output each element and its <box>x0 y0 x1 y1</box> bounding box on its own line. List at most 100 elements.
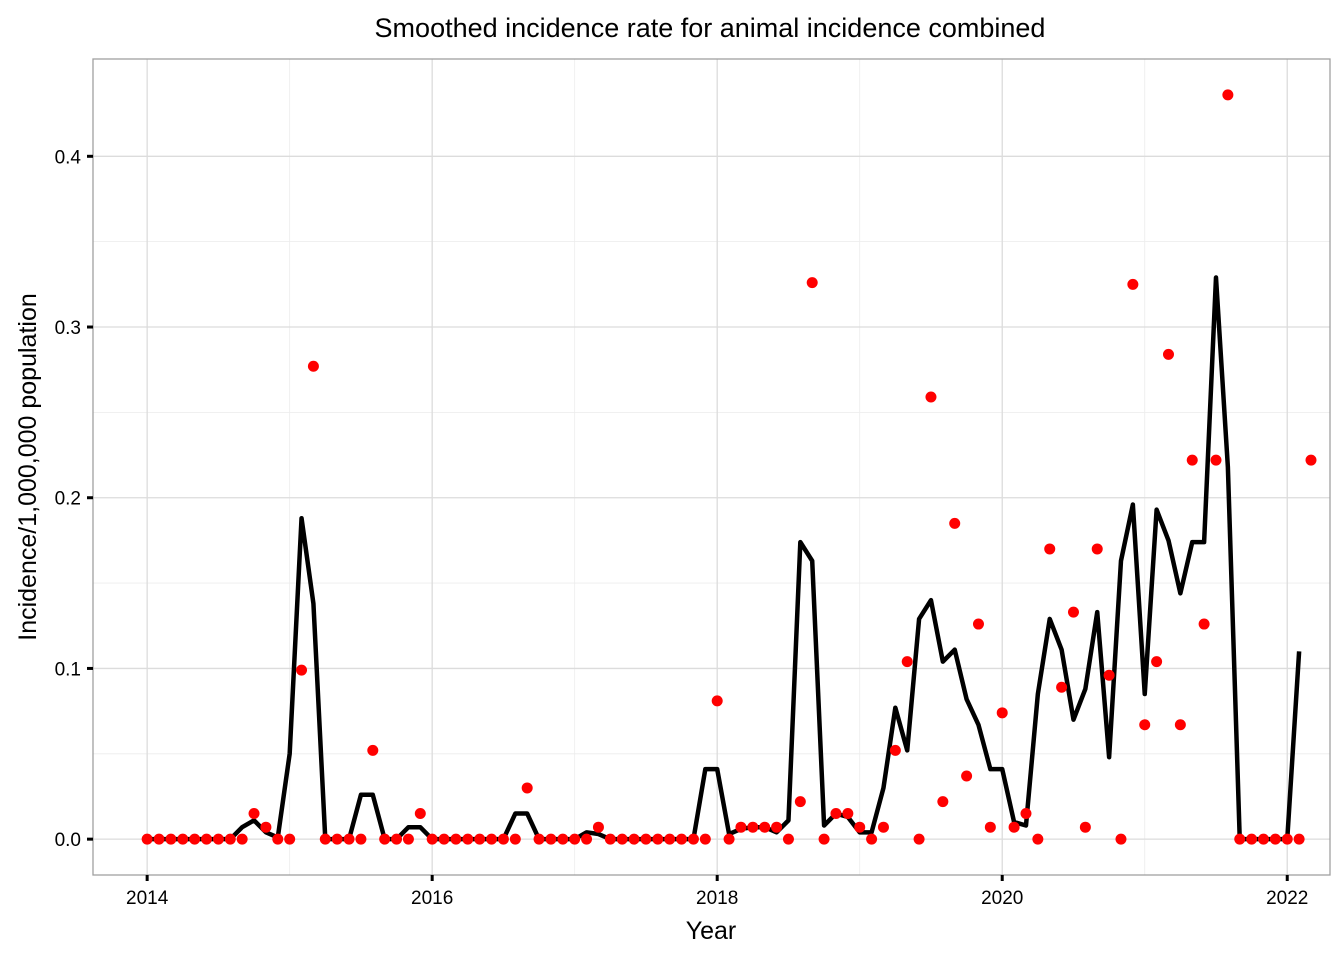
data-point <box>509 833 521 845</box>
data-point <box>830 808 842 820</box>
data-point <box>996 707 1008 719</box>
data-point <box>212 833 224 845</box>
data-point <box>866 833 878 845</box>
data-point <box>545 833 557 845</box>
y-tick-label: 0.0 <box>55 830 81 851</box>
data-point <box>1056 681 1068 693</box>
data-point <box>759 821 771 833</box>
y-tick-label: 0.3 <box>55 318 81 339</box>
data-point <box>462 833 474 845</box>
data-point <box>735 821 747 833</box>
data-point <box>592 821 604 833</box>
data-point <box>402 833 414 845</box>
data-point <box>664 833 676 845</box>
data-point <box>1269 833 1281 845</box>
data-point <box>1186 454 1198 466</box>
data-point <box>676 833 688 845</box>
smoothed-rate-line <box>147 275 1302 842</box>
data-point <box>391 833 403 845</box>
data-point <box>379 833 391 845</box>
data-point <box>723 833 735 845</box>
data-point <box>687 833 699 845</box>
data-point <box>248 808 260 820</box>
data-point <box>604 833 616 845</box>
data-point <box>1257 833 1269 845</box>
data-point <box>165 833 177 845</box>
data-point <box>937 796 949 808</box>
data-point <box>296 664 308 676</box>
data-point <box>699 833 711 845</box>
data-point <box>1293 833 1305 845</box>
data-point <box>628 833 640 845</box>
data-point <box>581 833 593 845</box>
x-axis-title: Year <box>686 917 737 945</box>
data-point <box>307 360 319 372</box>
data-point <box>272 833 284 845</box>
data-point <box>343 833 355 845</box>
data-point <box>367 744 379 756</box>
data-point <box>177 833 189 845</box>
data-point <box>1103 669 1115 681</box>
data-point <box>1210 454 1222 466</box>
data-point <box>1079 821 1091 833</box>
data-point <box>1246 833 1258 845</box>
data-point <box>949 517 961 529</box>
data-point <box>806 277 818 289</box>
data-point <box>189 833 201 845</box>
data-point <box>747 821 759 833</box>
data-point <box>1139 719 1151 731</box>
data-point <box>889 744 901 756</box>
data-point <box>877 821 889 833</box>
minor-gridlines <box>93 59 1330 875</box>
data-point <box>984 821 996 833</box>
data-point <box>711 695 723 707</box>
data-point <box>355 833 367 845</box>
y-axis-title: Incidence/1,000,000 population <box>14 293 42 641</box>
data-point <box>818 833 830 845</box>
data-point <box>284 833 296 845</box>
plot-panel-border <box>92 58 1331 876</box>
x-tick-label: 2014 <box>126 888 169 909</box>
data-point <box>497 833 509 845</box>
y-axis: 0.0 0.1 0.2 0.3 0.4 <box>55 147 93 851</box>
data-point <box>1115 833 1127 845</box>
data-point <box>1151 656 1163 668</box>
chart-title: Smoothed incidence rate for animal incid… <box>375 13 1046 43</box>
data-point <box>1281 833 1293 845</box>
y-tick-label: 0.2 <box>55 489 81 510</box>
x-tick-label: 2018 <box>696 888 738 909</box>
data-point <box>1044 543 1056 555</box>
y-tick-label: 0.1 <box>55 659 81 680</box>
data-point <box>201 833 213 845</box>
data-point <box>1008 821 1020 833</box>
observed-rate-points <box>141 89 1317 845</box>
data-point <box>331 833 343 845</box>
data-point <box>794 796 806 808</box>
data-point <box>1032 833 1044 845</box>
data-point <box>1174 719 1186 731</box>
y-tick-label: 0.4 <box>55 147 82 168</box>
data-point <box>771 821 783 833</box>
data-point <box>616 833 628 845</box>
data-point <box>474 833 486 845</box>
data-point <box>1234 833 1246 845</box>
data-point <box>1020 808 1032 820</box>
x-tick-label: 2020 <box>981 888 1023 909</box>
data-point <box>1067 606 1079 618</box>
data-point <box>1198 618 1210 630</box>
data-point <box>521 782 533 794</box>
data-point <box>842 808 854 820</box>
data-point <box>319 833 331 845</box>
data-point <box>533 833 545 845</box>
x-tick-label: 2016 <box>411 888 453 909</box>
data-point <box>925 391 937 403</box>
data-point <box>782 833 794 845</box>
data-point <box>224 833 236 845</box>
x-tick-label: 2022 <box>1266 888 1308 909</box>
data-point <box>972 618 984 630</box>
data-point <box>236 833 248 845</box>
data-point <box>652 833 664 845</box>
data-point <box>901 656 913 668</box>
data-point <box>1222 89 1234 101</box>
